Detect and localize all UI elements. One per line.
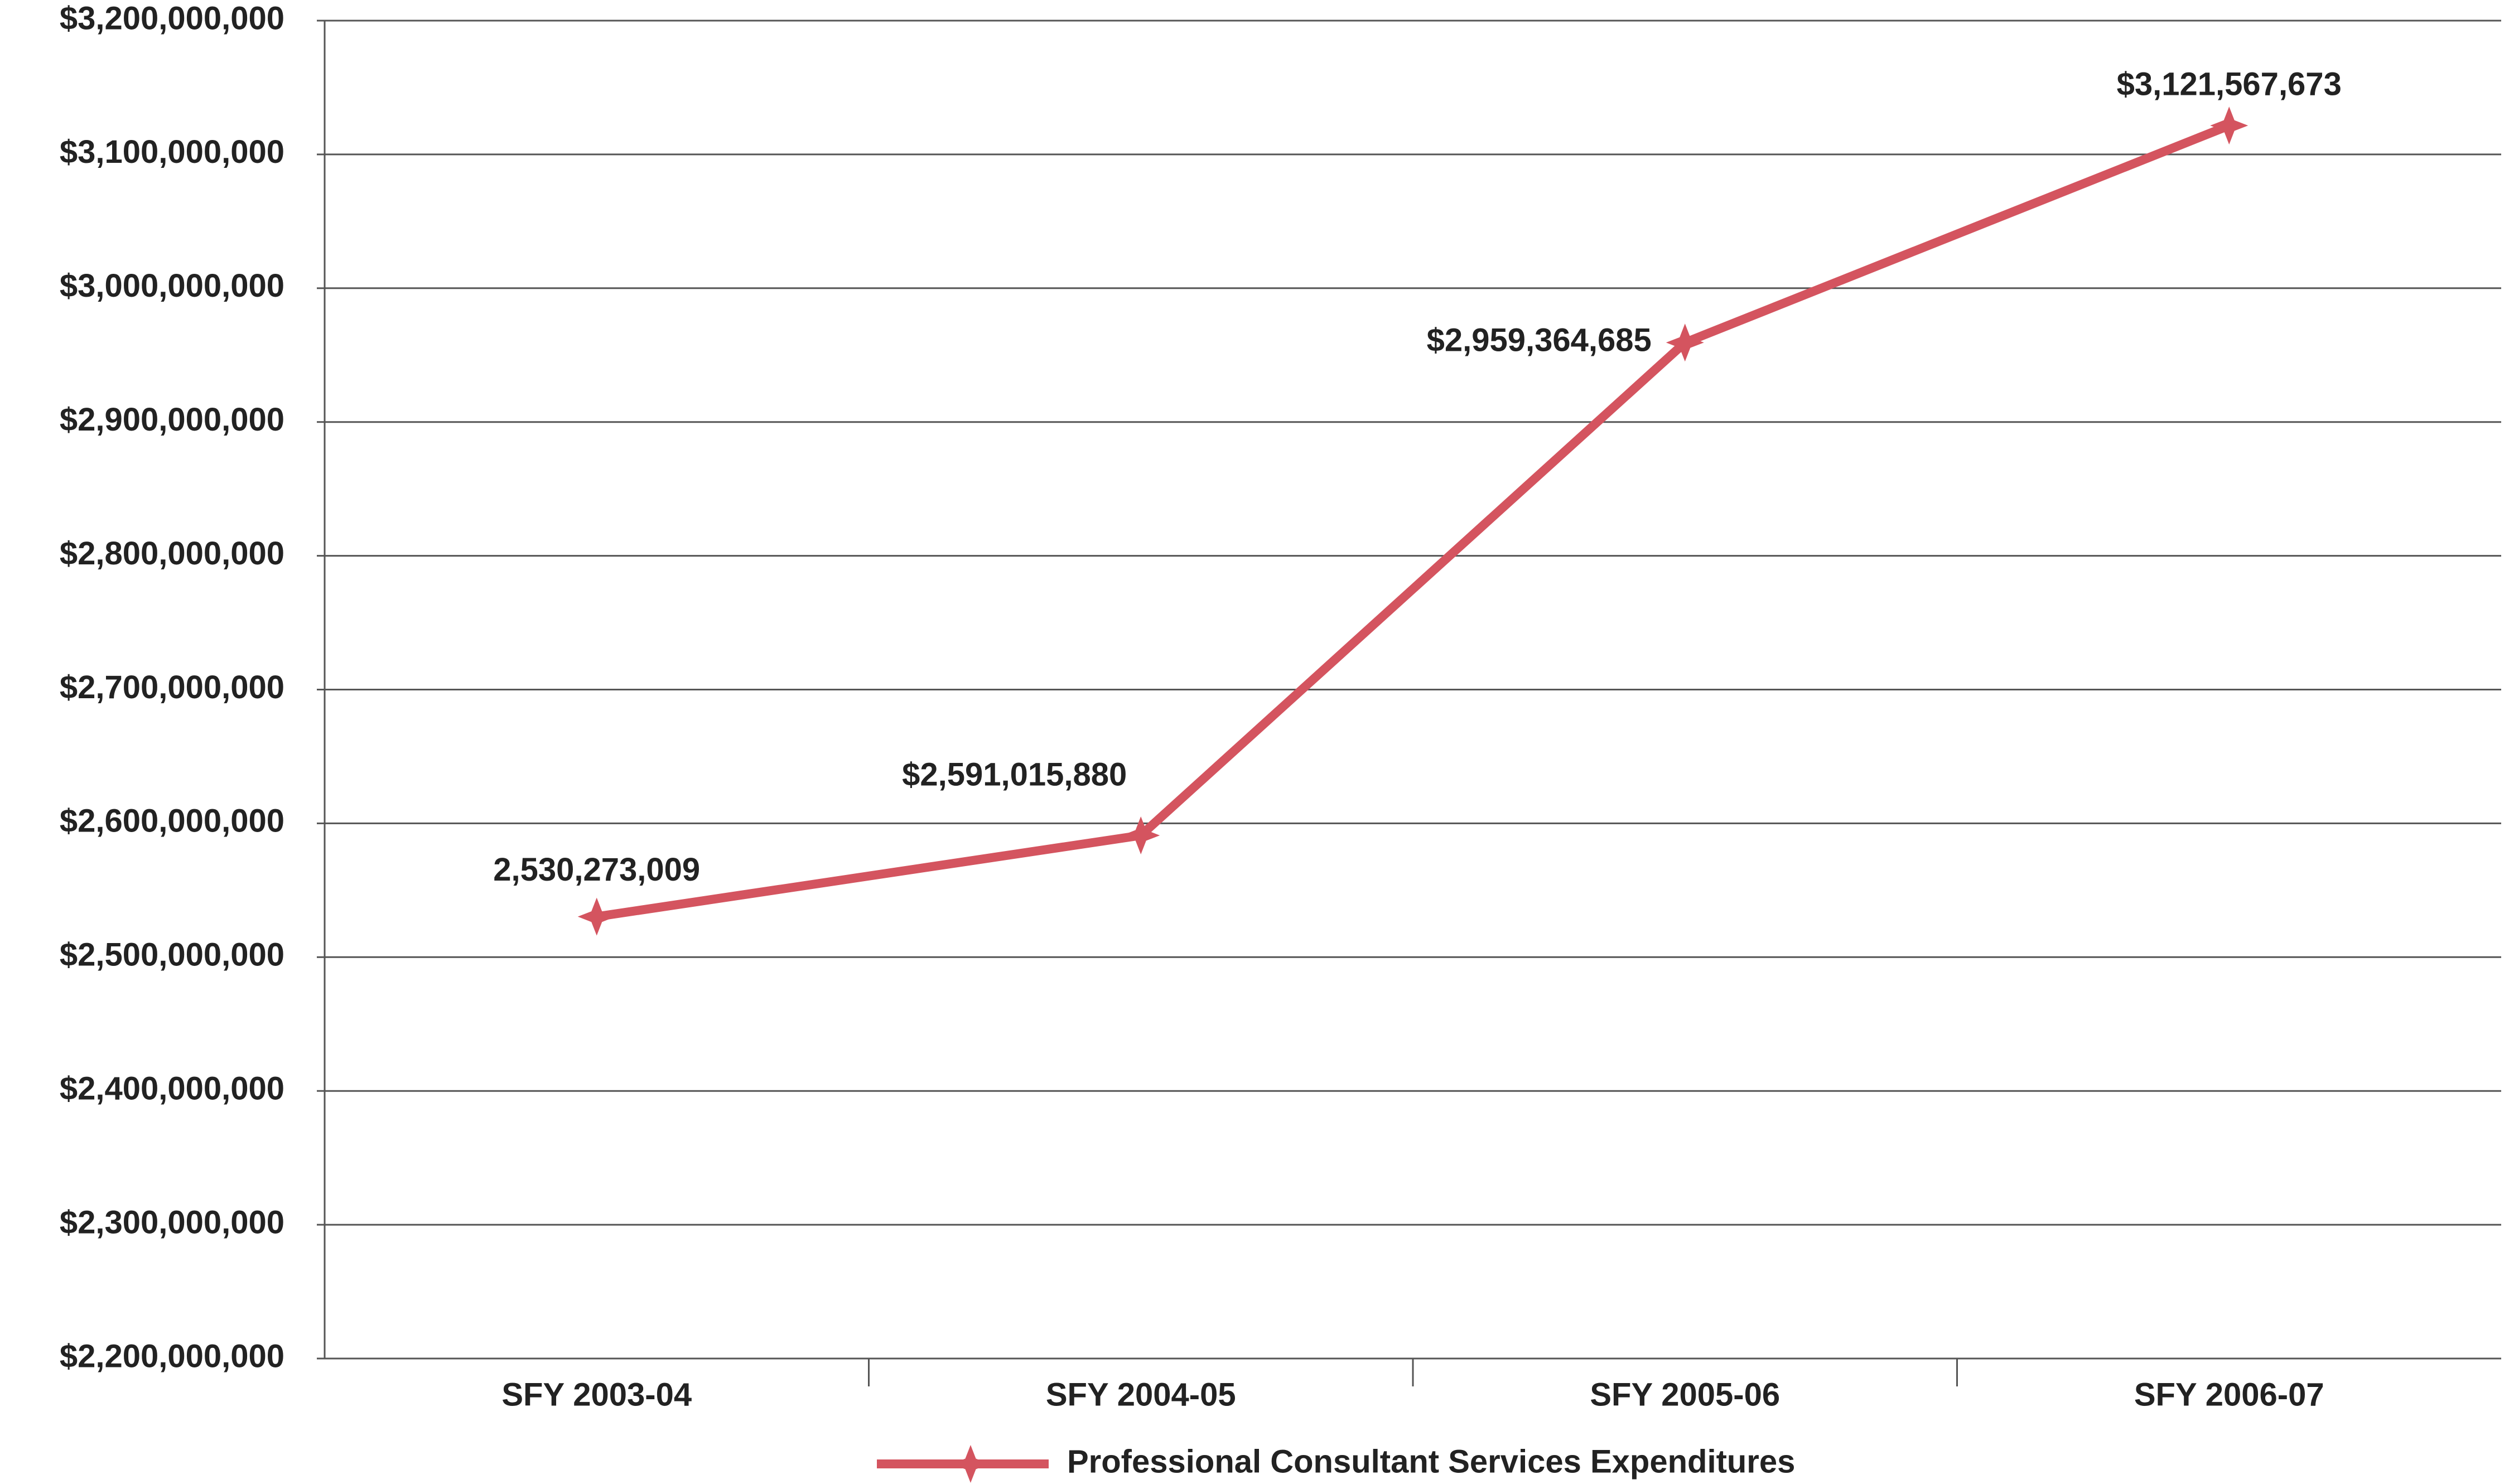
y-tick-label: $2,200,000,000 bbox=[60, 1338, 284, 1374]
x-tick-label: SFY 2004-05 bbox=[1046, 1376, 1236, 1413]
data-label: $3,121,567,673 bbox=[2117, 66, 2342, 102]
data-label: $2,591,015,880 bbox=[902, 756, 1127, 792]
y-tick-label: $3,000,000,000 bbox=[60, 268, 284, 304]
x-tick-label: SFY 2003-04 bbox=[501, 1376, 692, 1413]
x-tick-label: SFY 2006-07 bbox=[2134, 1376, 2324, 1413]
data-label: 2,530,273,009 bbox=[493, 852, 700, 888]
y-tick-label: $2,800,000,000 bbox=[60, 535, 284, 572]
y-tick-label: $2,700,000,000 bbox=[60, 669, 284, 705]
y-tick-label: $2,300,000,000 bbox=[60, 1204, 284, 1240]
legend-label: Professional Consultant Services Expendi… bbox=[1067, 1443, 1795, 1480]
marker bbox=[2210, 107, 2249, 145]
y-tick-label: $2,500,000,000 bbox=[60, 937, 284, 973]
marker bbox=[577, 897, 616, 936]
legend-marker bbox=[952, 1445, 990, 1483]
y-tick-label: $2,600,000,000 bbox=[60, 803, 284, 839]
y-tick-label: $2,900,000,000 bbox=[60, 402, 284, 438]
y-tick-label: $3,200,000,000 bbox=[60, 0, 284, 36]
x-tick-label: SFY 2005-06 bbox=[1590, 1376, 1780, 1413]
marker bbox=[1122, 816, 1160, 854]
y-tick-label: $2,400,000,000 bbox=[60, 1071, 284, 1107]
marker bbox=[1666, 323, 1704, 362]
line bbox=[596, 121, 2231, 921]
y-tick-label: $3,100,000,000 bbox=[60, 134, 284, 170]
data-label: $2,959,364,685 bbox=[1427, 322, 1652, 359]
